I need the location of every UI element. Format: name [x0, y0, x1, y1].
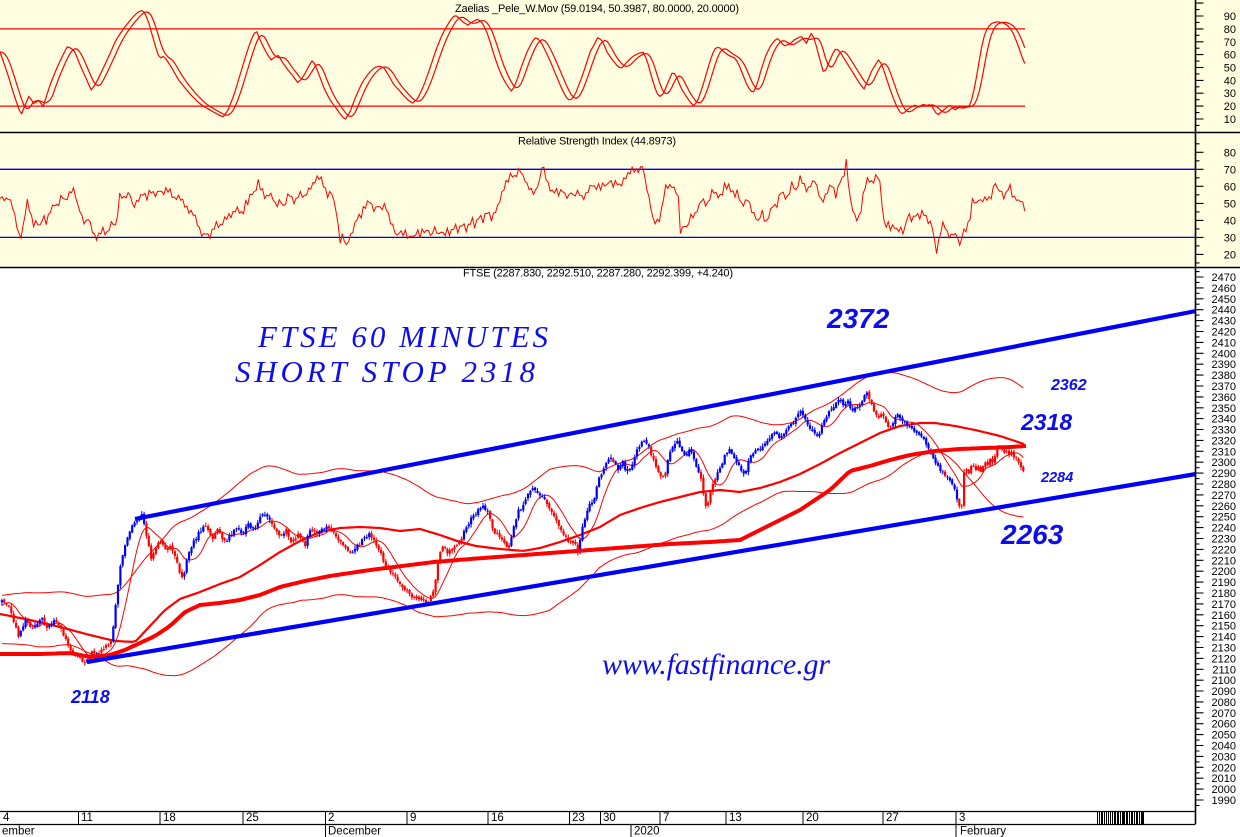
svg-text:2190: 2190 [1212, 577, 1236, 589]
svg-text:2200: 2200 [1212, 566, 1236, 578]
svg-text:50: 50 [1224, 63, 1236, 75]
svg-text:2390: 2390 [1212, 359, 1236, 371]
svg-text:23: 23 [572, 812, 585, 824]
svg-text:30: 30 [1224, 88, 1236, 100]
svg-text:2310: 2310 [1212, 446, 1236, 458]
svg-text:2320: 2320 [1212, 435, 1236, 447]
svg-text:70: 70 [1224, 37, 1236, 49]
svg-text:2372: 2372 [826, 303, 890, 334]
svg-text:Relative Strength Index (44.89: Relative Strength Index (44.8973) [518, 136, 676, 148]
svg-text:18: 18 [163, 812, 176, 824]
svg-text:30: 30 [1224, 232, 1236, 244]
svg-text:25: 25 [246, 812, 259, 824]
svg-text:2050: 2050 [1212, 730, 1236, 742]
svg-text:2350: 2350 [1212, 403, 1236, 415]
svg-text:2270: 2270 [1212, 490, 1236, 502]
svg-text:40: 40 [1224, 75, 1236, 87]
svg-text:2: 2 [328, 812, 334, 824]
svg-text:2440: 2440 [1212, 305, 1236, 317]
svg-text:20: 20 [1224, 101, 1236, 113]
svg-text:2230: 2230 [1212, 534, 1236, 546]
svg-text:2120: 2120 [1212, 653, 1236, 665]
svg-text:2020: 2020 [1212, 762, 1236, 774]
svg-text:2180: 2180 [1212, 588, 1236, 600]
svg-text:FTSE 60 MINUTES: FTSE 60 MINUTES [257, 319, 548, 354]
svg-text:2318: 2318 [1020, 409, 1072, 435]
svg-text:30: 30 [603, 812, 616, 824]
svg-text:60: 60 [1224, 181, 1236, 193]
svg-text:Zaelias _Pele_W.Mov (59.0194,: Zaelias _Pele_W.Mov (59.0194, 50.3987, 8… [455, 3, 739, 15]
svg-text:20: 20 [806, 812, 819, 824]
svg-text:16: 16 [491, 812, 504, 824]
svg-text:www.fastfinance.gr: www.fastfinance.gr [602, 648, 830, 681]
svg-text:2090: 2090 [1212, 686, 1236, 698]
svg-text:2070: 2070 [1212, 708, 1236, 720]
svg-text:February: February [960, 826, 1006, 837]
svg-text:80: 80 [1224, 147, 1236, 159]
svg-text:3: 3 [959, 812, 965, 824]
svg-text:2410: 2410 [1212, 337, 1236, 349]
svg-text:2340: 2340 [1212, 414, 1236, 426]
svg-text:7: 7 [663, 812, 669, 824]
svg-text:4: 4 [3, 812, 10, 824]
svg-text:1990: 1990 [1212, 795, 1236, 807]
svg-text:13: 13 [729, 812, 742, 824]
svg-text:2080: 2080 [1212, 697, 1236, 709]
svg-text:FTSE (2287.830, 2292.510, 2287: FTSE (2287.830, 2292.510, 2287.280, 2292… [463, 268, 733, 280]
svg-text:2300: 2300 [1212, 457, 1236, 469]
svg-text:2420: 2420 [1212, 327, 1236, 339]
svg-text:2370: 2370 [1212, 381, 1236, 393]
svg-text:2362: 2362 [1050, 377, 1087, 394]
svg-text:2140: 2140 [1212, 632, 1236, 644]
svg-text:2060: 2060 [1212, 719, 1236, 731]
svg-text:40: 40 [1224, 215, 1236, 227]
svg-text:2010: 2010 [1212, 773, 1236, 785]
svg-text:ember: ember [2, 826, 35, 837]
svg-text:2110: 2110 [1212, 664, 1236, 676]
svg-text:2280: 2280 [1212, 479, 1236, 491]
svg-text:20: 20 [1224, 249, 1236, 261]
svg-text:2450: 2450 [1212, 294, 1236, 306]
svg-text:2263: 2263 [1000, 519, 1064, 550]
svg-text:2470: 2470 [1212, 272, 1236, 284]
svg-text:2240: 2240 [1212, 523, 1236, 535]
svg-text:2380: 2380 [1212, 370, 1236, 382]
svg-text:2118: 2118 [70, 687, 110, 707]
svg-text:80: 80 [1224, 24, 1236, 36]
svg-text:December: December [328, 826, 381, 837]
svg-text:2210: 2210 [1212, 555, 1236, 567]
svg-text:11: 11 [81, 812, 93, 824]
svg-text:2460: 2460 [1212, 283, 1236, 295]
svg-text:2284: 2284 [1040, 470, 1073, 486]
svg-text:50: 50 [1224, 198, 1236, 210]
svg-text:60: 60 [1224, 50, 1236, 62]
svg-text:2400: 2400 [1212, 348, 1236, 360]
svg-text:2170: 2170 [1212, 599, 1236, 611]
svg-text:2360: 2360 [1212, 392, 1236, 404]
svg-text:2220: 2220 [1212, 544, 1236, 556]
svg-text:27: 27 [886, 812, 899, 824]
svg-text:2160: 2160 [1212, 610, 1236, 622]
svg-text:2100: 2100 [1212, 675, 1236, 687]
svg-text:2150: 2150 [1212, 621, 1236, 633]
svg-text:2250: 2250 [1212, 512, 1236, 524]
svg-text:SHORT STOP 2318: SHORT STOP 2318 [235, 354, 536, 389]
svg-text:90: 90 [1224, 11, 1236, 23]
svg-text:2430: 2430 [1212, 316, 1236, 328]
svg-text:2290: 2290 [1212, 468, 1236, 480]
svg-text:2020: 2020 [634, 826, 660, 837]
svg-text:70: 70 [1224, 164, 1236, 176]
svg-text:2030: 2030 [1212, 751, 1236, 763]
svg-text:2040: 2040 [1212, 741, 1236, 753]
svg-text:10: 10 [1224, 114, 1236, 126]
svg-text:2330: 2330 [1212, 425, 1236, 437]
svg-text:2130: 2130 [1212, 643, 1236, 655]
svg-text:2260: 2260 [1212, 501, 1236, 513]
svg-text:2000: 2000 [1212, 784, 1236, 796]
svg-text:9: 9 [410, 812, 416, 824]
